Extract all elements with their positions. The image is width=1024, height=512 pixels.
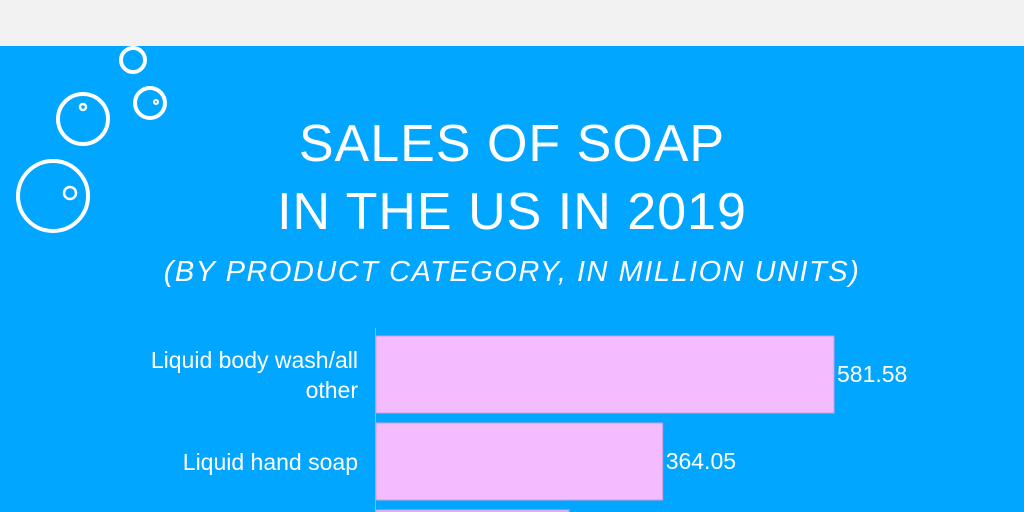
chart-title-line-2: IN THE US IN 2019 (277, 183, 747, 241)
bar (375, 422, 664, 501)
chart-title-line-1: SALES OF SOAP (298, 115, 726, 173)
plot-area (375, 328, 835, 512)
category-label: Liquid hand soap (182, 448, 358, 475)
bubbles-icon (16, 46, 167, 233)
category-label: Liquid body wash/all other (150, 346, 358, 403)
bar (375, 335, 835, 414)
value-label: 364.05 (665, 447, 737, 474)
bar (375, 509, 570, 512)
top-bar (0, 0, 1024, 46)
chart-subtitle: (BY PRODUCT CATEGORY, IN MILLION UNITS) (163, 256, 861, 288)
chart-canvas: SALES OF SOAP IN THE US IN 2019 (BY PROD… (0, 46, 1024, 512)
value-label: 581.58 (837, 360, 908, 387)
